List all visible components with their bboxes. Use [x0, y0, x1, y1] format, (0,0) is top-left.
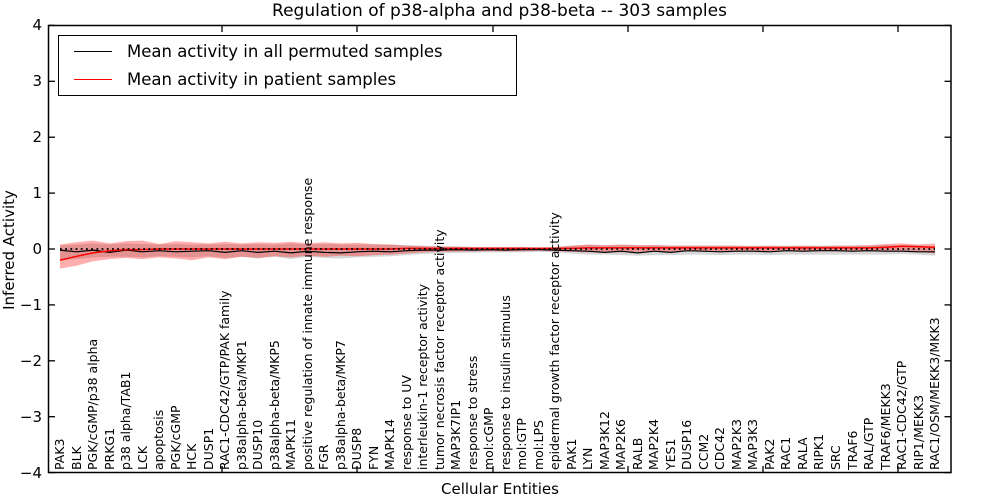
y-tick-label: −4 [19, 463, 42, 482]
y-tick-label: −2 [19, 351, 42, 370]
legend-entry-permuted: Mean activity in all permuted samples [74, 38, 516, 64]
x-tick-label: PAK1 [563, 438, 579, 470]
x-tick-label: HCK [184, 443, 200, 470]
y-tick-label: 2 [32, 128, 42, 147]
x-tick-label: response to stress [464, 355, 480, 470]
x-tick-label: p38alpha-beta/MKP7 [332, 340, 348, 470]
x-tick-label: RAL/GTP [861, 417, 876, 470]
x-tick-label: FGR [316, 444, 332, 470]
x-tick-label: RAC1-CDC42/GTP [894, 360, 909, 470]
x-tick-label: PAK3 [52, 438, 67, 470]
x-tick-label: p38 alpha/TAB1 [118, 371, 133, 470]
x-tick-label: RAC1 [778, 436, 794, 470]
x-tick-label: RIPK1 [811, 433, 827, 470]
x-tick-label: mol:cGMP [481, 407, 497, 470]
x-tick-label: MAP2K6 [613, 419, 629, 470]
x-tick-label: DUSP16 [679, 419, 695, 470]
x-tick-label: LCK [134, 446, 150, 470]
x-tick-label: BLK [68, 446, 84, 470]
x-tick-label: FYN [365, 445, 381, 470]
y-tick-label: 1 [32, 184, 42, 203]
x-tick-label: MAP2K4 [646, 419, 662, 470]
x-tick-label: mol:LPS [530, 420, 546, 470]
x-tick-label: RAC1-CDC42/GTP/PAK family [217, 290, 233, 470]
x-tick-label: CCM2 [695, 433, 711, 470]
x-tick-label: PRKG1 [101, 427, 117, 470]
x-tick-label: YES1 [662, 438, 678, 470]
legend-entry-patient: Mean activity in patient samples [74, 67, 516, 93]
x-tick-label: RIP1/MEKK3 [910, 394, 926, 470]
x-tick-label: interleukin-1 receptor activity [415, 283, 431, 470]
y-tick-label: 3 [32, 72, 42, 91]
x-tick-label: SRC [827, 445, 843, 470]
x-tick-label: RALB [629, 437, 645, 470]
legend: Mean activity in all permuted samples Me… [58, 35, 517, 96]
y-tick-label: 4 [32, 16, 42, 35]
x-tick-label: PAK2 [761, 438, 777, 470]
x-tick-label: RAC1/OSM/MEKK3/MKK3 [927, 317, 942, 470]
x-tick-label: MAP3K3 [745, 419, 761, 470]
x-tick-label: tumor necrosis factor receptor activity [431, 229, 447, 470]
legend-label-permuted: Mean activity in all permuted samples [127, 41, 443, 61]
x-tick-label: LYN [580, 447, 596, 470]
x-tick-label: DUSP10 [250, 419, 266, 470]
x-tick-label: TRAF6/MEKK3 [877, 383, 893, 470]
x-tick-label: response to insulin stimulus [497, 295, 513, 470]
x-tick-label: TRAF6 [844, 430, 860, 470]
x-tick-label: MAPK11 [283, 419, 299, 470]
y-tick-label: −3 [19, 407, 42, 426]
x-tick-label: DUSP1 [200, 427, 216, 470]
x-tick-label: epidermal growth factor receptor activit… [547, 212, 563, 470]
x-tick-label: positive regulation of innate immune res… [299, 177, 315, 470]
x-tick-label: apoptosis [151, 409, 167, 470]
x-axis-label: Cellular Entities [441, 480, 559, 498]
patient-mean-line-swatch [74, 79, 112, 81]
x-tick-label: response to UV [398, 375, 414, 470]
y-tick-label: 0 [32, 240, 42, 258]
x-tick-label: PGK/cGMP/p38 alpha [85, 338, 100, 470]
legend-label-patient: Mean activity in patient samples [127, 70, 397, 90]
y-tick-label: −1 [19, 295, 42, 314]
chart-title: Regulation of p38-alpha and p38-beta -- … [272, 1, 727, 21]
x-tick-label: DUSP8 [349, 427, 365, 470]
x-tick-label: mol:GTP [514, 418, 530, 470]
x-tick-label: MAPK14 [382, 419, 398, 470]
x-tick-label: MAP3K12 [596, 411, 612, 470]
permuted-mean-line-swatch [74, 50, 112, 52]
x-tick-label: PGK/cGMP [167, 405, 183, 470]
x-tick-label: MAP3K7IP1 [448, 399, 464, 470]
x-tick-label: MAP2K3 [728, 419, 744, 470]
x-tick-label: p38alpha-beta/MKP5 [266, 340, 282, 470]
x-tick-label: p38alpha-beta/MKP1 [233, 340, 249, 470]
x-tick-label: CDC42 [712, 427, 728, 470]
x-tick-label: RALA [794, 437, 810, 470]
